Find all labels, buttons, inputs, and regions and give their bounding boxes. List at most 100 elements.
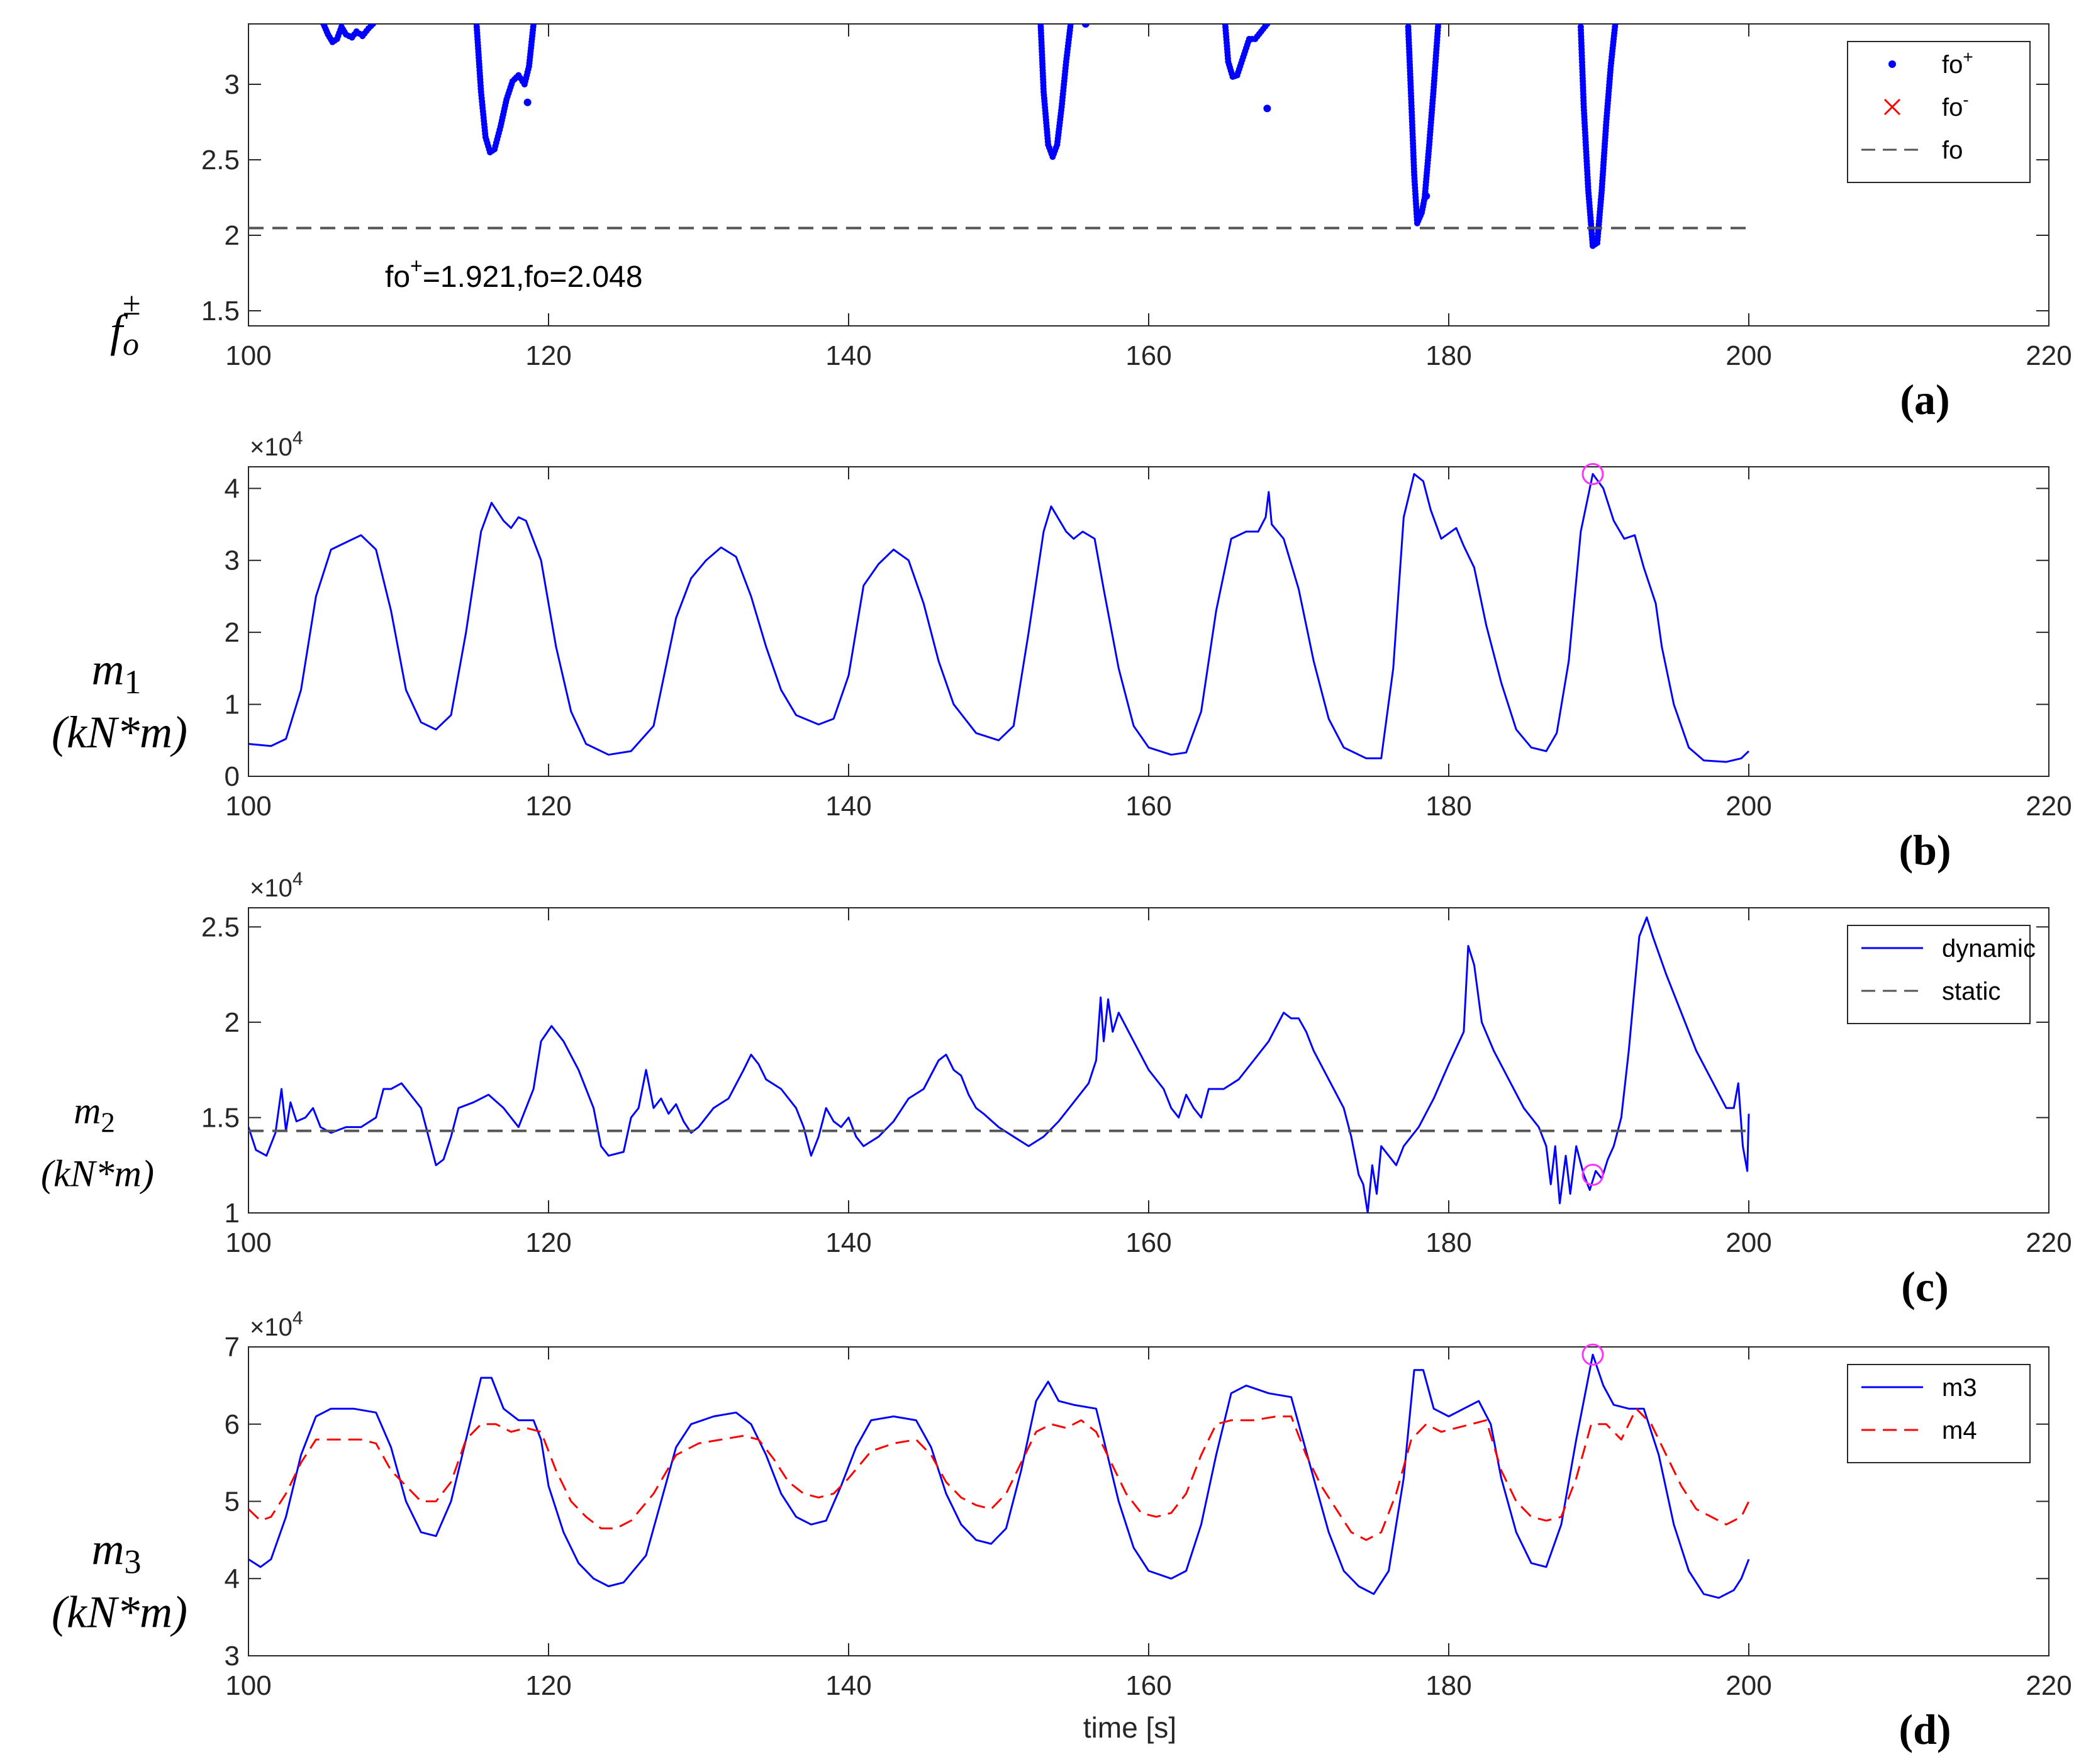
y-label-sub: o bbox=[123, 327, 139, 362]
axes-box bbox=[248, 23, 2049, 327]
y-label-sub: 1 bbox=[125, 663, 142, 701]
y-tick-label: 3 bbox=[225, 69, 240, 100]
y-axis-label: m1 bbox=[92, 644, 142, 701]
data-point bbox=[1263, 104, 1271, 113]
x-tick-label: 180 bbox=[1425, 791, 1471, 822]
x-tick-label: 160 bbox=[1125, 340, 1171, 371]
x-tick-label: 180 bbox=[1425, 340, 1471, 371]
data-point bbox=[1422, 192, 1430, 200]
y-axis-label: m2 bbox=[74, 1090, 115, 1139]
y-tick-label: 1 bbox=[225, 689, 240, 720]
y-tick-label: 4 bbox=[225, 473, 240, 504]
y-tick-label: 1.5 bbox=[201, 296, 240, 327]
y-axis-unit: (kN*m) bbox=[52, 1587, 187, 1638]
panel-label: (d) bbox=[1899, 1705, 1951, 1753]
y-tick-label: 7 bbox=[225, 1332, 240, 1363]
x-tick-label: 200 bbox=[1726, 340, 1771, 371]
exponent-power: 4 bbox=[293, 1308, 303, 1329]
y-axis-label: m3 bbox=[92, 1524, 142, 1581]
data-point bbox=[1067, 24, 1074, 27]
x-axis-label: time [s] bbox=[1083, 1711, 1176, 1744]
y-axis-unit: (kN*m) bbox=[41, 1153, 154, 1195]
legend-sup: + bbox=[1963, 47, 1973, 67]
y-tick-label: 3 bbox=[225, 1641, 240, 1672]
panel-b: 100 120 140 160 180 200 22001234×104(b)m1(kN*m… bbox=[52, 428, 2072, 874]
data-point bbox=[1264, 24, 1271, 27]
x-tick-label: 120 bbox=[525, 791, 571, 822]
plot-area bbox=[248, 472, 1750, 763]
y-label-sub: 3 bbox=[125, 1543, 142, 1581]
x-tick-label: 140 bbox=[825, 791, 871, 822]
data-point bbox=[1612, 24, 1619, 27]
x-tick-label: 120 bbox=[525, 1670, 571, 1701]
y-label-sup: ± bbox=[123, 286, 141, 322]
legend-box bbox=[1847, 1364, 2031, 1463]
panel-label: (a) bbox=[1900, 376, 1949, 423]
axis-exponent: ×104 bbox=[250, 869, 303, 902]
y-tick-label: 4 bbox=[225, 1563, 240, 1594]
series-line-data bbox=[248, 472, 1750, 763]
x-tick-label: 100 bbox=[225, 1227, 271, 1258]
x-tick-label: 200 bbox=[1726, 1670, 1771, 1701]
x-tick-label: 160 bbox=[1125, 1227, 1171, 1258]
series-line-m4 bbox=[248, 1407, 1750, 1541]
annotation-sup: + bbox=[410, 254, 423, 278]
legend-sup: - bbox=[1963, 90, 1968, 109]
axis-exponent: ×104 bbox=[250, 428, 303, 461]
legend-label: m4 bbox=[1942, 1417, 1977, 1444]
legend-symbol bbox=[1888, 60, 1896, 68]
axis-exponent: ×104 bbox=[250, 1308, 303, 1341]
data-point bbox=[530, 24, 537, 27]
annotation-rest: =1.921,fo=2.048 bbox=[423, 260, 643, 294]
y-axis-unit: (kN*m) bbox=[52, 707, 187, 757]
plot-area bbox=[248, 916, 1750, 1213]
x-tick-label: 220 bbox=[2026, 340, 2071, 371]
series-line-m3 bbox=[248, 1353, 1750, 1599]
y-tick-label: 0 bbox=[225, 761, 240, 792]
x-tick-label: 100 bbox=[225, 1670, 271, 1701]
x-tick-label: 220 bbox=[2026, 1227, 2071, 1258]
panel-c: 100 120 140 160 180 200 220 1 1.5 2 2.5 ×104 (c) dyna… bbox=[41, 869, 2072, 1310]
y-tick-label: 1.5 bbox=[201, 1102, 240, 1133]
x-tick-label: 140 bbox=[825, 1227, 871, 1258]
panel-label: (c) bbox=[1901, 1263, 1948, 1310]
x-tick-label: 180 bbox=[1425, 1670, 1471, 1701]
x-tick-label: 200 bbox=[1726, 791, 1771, 822]
x-tick-label: 200 bbox=[1726, 1227, 1771, 1258]
legend-label: m3 bbox=[1942, 1374, 1977, 1402]
x-tick-label: 220 bbox=[2026, 1670, 2071, 1701]
axes-box bbox=[248, 907, 2049, 1214]
x-tick-label: 160 bbox=[1125, 1670, 1171, 1701]
exponent-power: 4 bbox=[293, 428, 303, 449]
highlight-marker bbox=[1581, 1343, 1604, 1366]
y-tick-label: 2 bbox=[225, 1007, 240, 1038]
legend-label: static bbox=[1942, 978, 2000, 1005]
x-tick-label: 180 bbox=[1425, 1227, 1471, 1258]
highlight-marker bbox=[1581, 1163, 1604, 1186]
x-tick-label: 100 bbox=[225, 791, 271, 822]
plot-area bbox=[248, 24, 1749, 249]
y-tick-label: 2 bbox=[225, 220, 240, 251]
axes-box bbox=[248, 466, 2049, 777]
y-tick-label: 3 bbox=[225, 545, 240, 576]
highlight-marker bbox=[1581, 462, 1604, 485]
legend-label: fo bbox=[1942, 137, 1963, 164]
plot-area bbox=[248, 1353, 1750, 1599]
y-tick-label: 1 bbox=[225, 1198, 240, 1229]
y-tick-label: 6 bbox=[225, 1409, 240, 1440]
panel-label: (b) bbox=[1899, 826, 1951, 874]
y-tick-label: 2.5 bbox=[201, 912, 240, 942]
legend-box bbox=[1847, 925, 2031, 1024]
x-tick-label: 140 bbox=[825, 1670, 871, 1701]
y-label-sub: 2 bbox=[101, 1107, 115, 1139]
x-tick-label: 160 bbox=[1125, 791, 1171, 822]
data-point bbox=[369, 24, 376, 27]
y-tick-label: 5 bbox=[225, 1487, 240, 1517]
y-axis-label: fo± bbox=[110, 286, 141, 362]
legend-box bbox=[1847, 41, 2031, 183]
legend-label: dynamic bbox=[1942, 935, 2036, 963]
x-tick-label: 100 bbox=[225, 340, 271, 371]
panel-d: 100 120 140 160 180 200 220 3 4 5 6 7 ×104 (d) m3 m4 tim… bbox=[52, 1308, 2072, 1753]
annotation-text: fo+=1.921,fo=2.048 bbox=[385, 254, 643, 294]
